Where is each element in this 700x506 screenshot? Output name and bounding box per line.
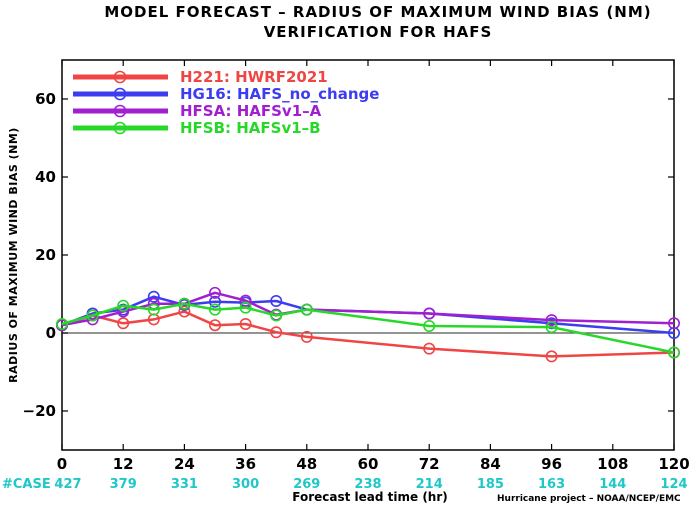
data-point-hg16 (147, 290, 160, 303)
data-point-hfsb (147, 303, 160, 316)
legend-label-hg16: HG16: HAFS_no_change (180, 85, 379, 103)
data-point-hfsb (423, 319, 436, 332)
case-label: #CASE (2, 477, 51, 492)
x-axis-label: Forecast lead time (hr) (292, 490, 448, 504)
legend-label-h221: H221: HWRF2021 (180, 68, 328, 86)
x-tick-label: 48 (296, 455, 317, 473)
legend-label-hfsa: HFSA: HAFSv1–A (180, 102, 322, 120)
plot-area (61, 59, 675, 451)
data-point-hfsa (667, 317, 680, 330)
x-tick-label: 0 (57, 455, 67, 473)
x-tick-label: 24 (174, 455, 195, 473)
case-count: 300 (232, 477, 259, 492)
data-point-hfsb (270, 309, 283, 322)
data-point-h221 (423, 342, 436, 355)
data-point-h221 (270, 326, 283, 339)
data-point-hfsb (209, 303, 222, 316)
data-point-h221 (178, 305, 191, 318)
y-tick-label: 40 (35, 168, 56, 186)
data-point-hfsb (86, 309, 99, 322)
x-tick-label: 120 (658, 455, 689, 473)
data-point-hfsb (239, 301, 252, 314)
chart-title: MODEL FORECAST – RADIUS OF MAXIMUM WIND … (104, 3, 651, 21)
data-point-hfsb (55, 318, 68, 331)
x-tick-label: 84 (480, 455, 501, 473)
x-tick-label: 12 (113, 455, 134, 473)
legend-marker-h221 (113, 70, 127, 84)
case-count: 124 (660, 477, 687, 492)
data-point-h221 (545, 350, 558, 363)
chart-subtitle: VERIFICATION FOR HAFS (264, 23, 493, 41)
case-count: 214 (416, 477, 443, 492)
credit-text: Hurricane project – NOAA/NCEP/EMC (497, 494, 681, 504)
legend-marker-hg16 (113, 87, 127, 101)
case-count: 185 (477, 477, 504, 492)
data-point-hfsa (423, 307, 436, 320)
x-tick-label: 36 (235, 455, 256, 473)
x-tick-label: 60 (358, 455, 379, 473)
y-tick-label: 60 (35, 90, 56, 108)
data-point-hfsa (239, 294, 252, 307)
legend-label-hfsb: HFSB: HAFSv1–B (180, 119, 321, 137)
case-count: 331 (171, 477, 198, 492)
data-point-hfsb (667, 346, 680, 359)
x-tick-label: 108 (597, 455, 628, 473)
x-tick-label: 72 (419, 455, 440, 473)
y-tick-label: 0 (46, 324, 56, 342)
data-point-hfsa (545, 314, 558, 327)
plot-border (61, 59, 675, 451)
data-point-hfsb (300, 303, 313, 316)
x-axis-ticks: 0 12 24 36 48 60 72 84 96 108 120 (57, 60, 690, 473)
data-point-hg16 (209, 295, 222, 308)
legend-marker-hfsb (113, 121, 127, 135)
data-point-h221 (117, 317, 130, 330)
y-tick-label: 20 (35, 246, 56, 264)
case-count: 379 (110, 477, 137, 492)
case-count: 238 (354, 477, 381, 492)
x-tick-label: 96 (541, 455, 562, 473)
y-axis-ticks: −20 0 20 40 60 (23, 90, 674, 420)
case-count: 144 (599, 477, 626, 492)
y-axis-label: RADIUS OF MAXIMUM WIND BIAS (NM) (7, 127, 20, 383)
data-point-hfsa (209, 286, 222, 299)
y-tick-label: −20 (23, 402, 56, 420)
data-point-hfsb (545, 321, 558, 334)
data-point-h221 (300, 330, 313, 343)
data-point-hfsb (117, 299, 130, 312)
data-point-hfsb (178, 297, 191, 310)
case-counts: 427 379 331 300 269 238 214 185 163 144 124 (54, 477, 687, 492)
data-point-h221 (239, 318, 252, 331)
case-count: 269 (293, 477, 320, 492)
data-point-hg16 (545, 317, 558, 330)
data-point-hfsa (86, 313, 99, 326)
data-point-h221 (209, 319, 222, 332)
case-count: 163 (538, 477, 565, 492)
series-lines (55, 286, 680, 363)
data-point-hg16 (270, 295, 283, 308)
legend-marker-hfsa (113, 104, 127, 118)
case-count: 427 (54, 477, 81, 492)
